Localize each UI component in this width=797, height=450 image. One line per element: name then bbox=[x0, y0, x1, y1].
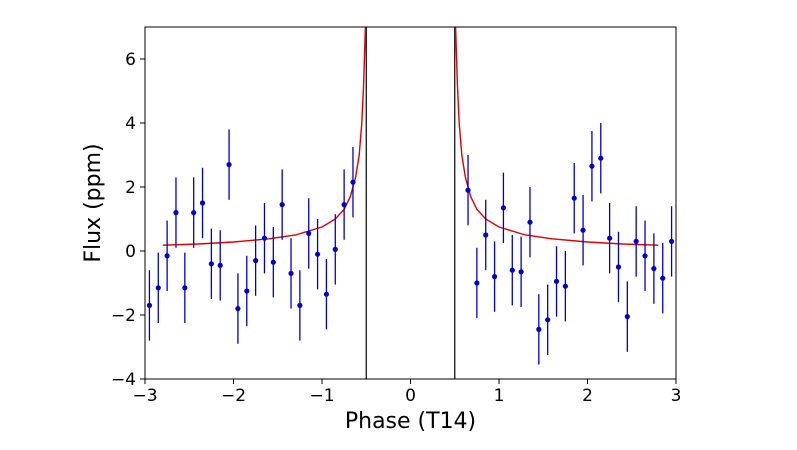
x-tick-label: 1 bbox=[494, 386, 505, 406]
data-point bbox=[633, 238, 639, 244]
x-tick-label: −2 bbox=[221, 386, 246, 406]
x-tick-label: 2 bbox=[582, 386, 593, 406]
data-point bbox=[571, 195, 577, 201]
data-point bbox=[607, 235, 613, 241]
data-point bbox=[589, 163, 595, 169]
data-point bbox=[323, 291, 330, 297]
y-tick-label: 6 bbox=[125, 50, 136, 70]
vertical-lines bbox=[365, 27, 456, 379]
data-point bbox=[279, 202, 285, 208]
data-point bbox=[314, 251, 321, 257]
data-point bbox=[527, 219, 533, 225]
data-point bbox=[164, 253, 170, 259]
data-point bbox=[598, 155, 604, 161]
data-point bbox=[288, 270, 294, 276]
data-point bbox=[146, 302, 153, 308]
x-tick-label: −3 bbox=[132, 386, 157, 406]
x-axis-label: Phase (T14) bbox=[345, 409, 476, 434]
data-point bbox=[474, 280, 480, 286]
data-point bbox=[651, 266, 657, 272]
data-point bbox=[306, 230, 312, 236]
data-point bbox=[624, 314, 630, 320]
y-tick-label: −4 bbox=[111, 370, 136, 390]
data-point bbox=[660, 275, 666, 281]
data-point bbox=[217, 262, 223, 268]
x-tick-label: 0 bbox=[405, 386, 416, 406]
data-point bbox=[668, 238, 675, 244]
data-point bbox=[332, 246, 338, 252]
data-point bbox=[615, 264, 622, 270]
data-point bbox=[350, 179, 356, 185]
y-axis-ticks: −4 −2 0 2 4 6 bbox=[111, 50, 145, 390]
data-point bbox=[297, 302, 303, 308]
data-point bbox=[191, 210, 197, 216]
data-point bbox=[226, 162, 232, 168]
data-point bbox=[642, 253, 648, 259]
data-point bbox=[244, 288, 250, 294]
data-point bbox=[235, 306, 241, 312]
data-point bbox=[199, 200, 206, 206]
y-axis-label: Flux (ppm) bbox=[81, 143, 106, 262]
data-point bbox=[491, 274, 498, 280]
data-point bbox=[509, 267, 515, 273]
data-point bbox=[483, 232, 489, 238]
data-point bbox=[155, 285, 161, 291]
x-tick-label: 3 bbox=[671, 386, 682, 406]
data-point bbox=[208, 261, 214, 267]
data-point bbox=[270, 259, 276, 265]
data-point bbox=[173, 210, 179, 216]
data-point bbox=[253, 258, 259, 264]
data-point bbox=[518, 269, 524, 275]
model-curve bbox=[162, 27, 367, 246]
data-point bbox=[536, 326, 542, 332]
x-axis-ticks: −3 −2 −1 0 1 2 3 bbox=[132, 379, 681, 406]
data-points-layer bbox=[146, 123, 675, 365]
y-tick-label: −2 bbox=[111, 306, 136, 326]
data-point bbox=[182, 285, 188, 291]
plot-frame bbox=[144, 26, 677, 380]
data-point bbox=[545, 317, 551, 323]
y-tick-label: 2 bbox=[125, 178, 136, 198]
data-point bbox=[261, 235, 268, 241]
data-point bbox=[500, 205, 507, 211]
data-point bbox=[553, 278, 560, 284]
data-point bbox=[580, 227, 586, 233]
x-tick-label: −1 bbox=[309, 386, 334, 406]
data-point bbox=[465, 187, 471, 193]
y-tick-label: 4 bbox=[125, 114, 136, 134]
model-curve-layer bbox=[162, 27, 659, 246]
data-point bbox=[562, 283, 568, 289]
model-curve bbox=[454, 27, 659, 246]
data-point bbox=[341, 202, 347, 208]
y-tick-label: 0 bbox=[125, 242, 136, 262]
